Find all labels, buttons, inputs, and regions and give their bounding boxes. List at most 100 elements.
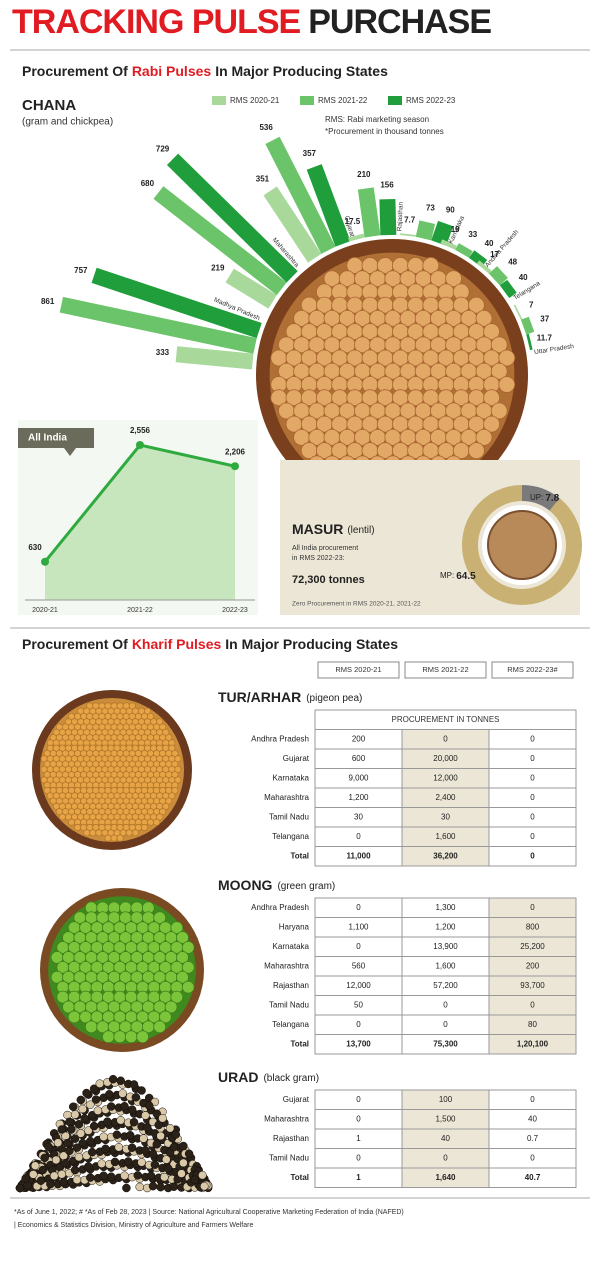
- seed: [164, 1000, 178, 1014]
- seed: [67, 1010, 81, 1024]
- segment-label: UP: 7.8: [530, 493, 560, 504]
- bar: [488, 266, 508, 286]
- seed: [176, 951, 189, 964]
- seed: [168, 792, 176, 800]
- seed: [169, 1142, 179, 1152]
- seed: [65, 1117, 74, 1127]
- seed: [38, 1165, 48, 1175]
- cell-value: 0: [356, 1020, 361, 1029]
- cell-value: 0: [356, 1153, 361, 1162]
- seed: [160, 1172, 169, 1182]
- table-title: URAD: [218, 1069, 258, 1085]
- seed: [67, 1125, 76, 1134]
- seed: [171, 760, 179, 768]
- value-label: 357: [303, 149, 317, 158]
- cell-value: 75,300: [433, 1039, 458, 1048]
- seed: [74, 1119, 84, 1129]
- bar: [348, 233, 365, 242]
- title-black: PURCHASE: [308, 3, 491, 41]
- seed: [152, 1109, 162, 1118]
- chart-note: All India procurement: [292, 545, 358, 552]
- seed: [84, 1126, 93, 1135]
- season-label: RMS 2021-22: [422, 665, 468, 674]
- seed: [169, 1182, 179, 1191]
- seed: [200, 1181, 209, 1191]
- x-tick-label: 2021-22: [127, 607, 153, 614]
- seed: [143, 1123, 152, 1132]
- value-label: 17.5: [345, 217, 361, 226]
- cell: [488, 1034, 577, 1055]
- seed: [89, 829, 97, 837]
- cell-value: 9,000: [348, 773, 369, 782]
- seed: [106, 1172, 116, 1181]
- seed: [146, 1171, 156, 1181]
- seed: [103, 1117, 112, 1126]
- row-label: Total: [290, 851, 309, 860]
- cell-value: 0: [530, 1153, 535, 1162]
- value-label: 73: [426, 204, 435, 213]
- bar: [431, 220, 454, 246]
- bar: [399, 233, 416, 237]
- seed: [21, 1174, 30, 1183]
- seed: [72, 1143, 82, 1152]
- legend-swatch: [388, 96, 402, 105]
- seed: [490, 362, 508, 380]
- value-label: 757: [74, 266, 88, 275]
- row-label: Tamil Nadu: [269, 1000, 309, 1009]
- seed: [146, 818, 155, 826]
- cell-value: 1,200: [348, 793, 369, 802]
- seed: [181, 960, 195, 974]
- cell-value: 50: [354, 1000, 363, 1009]
- bar: [357, 187, 381, 238]
- row-label: Karnataka: [273, 773, 310, 782]
- value-label: 630: [28, 543, 42, 552]
- cell-value: 100: [439, 1095, 453, 1104]
- seed: [65, 1146, 74, 1156]
- cell-value: 0: [530, 812, 535, 821]
- bar: [526, 333, 533, 351]
- seed: [74, 823, 82, 832]
- seed: [162, 728, 170, 736]
- seed: [141, 1145, 150, 1155]
- seed: [176, 931, 189, 944]
- cell-value: 0: [443, 734, 448, 743]
- seed: [83, 829, 91, 837]
- row-label: Rajasthan: [273, 981, 309, 990]
- seed: [156, 813, 164, 821]
- cell-value: 25,200: [520, 942, 545, 951]
- seed: [177, 1169, 186, 1178]
- segment-value: 7.8: [545, 493, 559, 504]
- seed: [78, 1138, 87, 1148]
- seed: [498, 349, 516, 367]
- table-subtitle: (pigeon pea): [306, 693, 362, 704]
- table-title-group: MOONG (green gram): [218, 877, 335, 893]
- cell-value: 0: [530, 734, 535, 743]
- cell-value: 30: [441, 812, 450, 821]
- bar: [166, 153, 298, 283]
- bar: [153, 186, 287, 296]
- seed: [152, 1140, 162, 1149]
- seed: [475, 309, 493, 327]
- seed: [110, 1157, 120, 1167]
- seed: [102, 1030, 115, 1044]
- row-label: Tamil Nadu: [269, 812, 309, 821]
- seed: [159, 723, 167, 731]
- season-label: RMS 2020-21: [335, 665, 381, 674]
- value-label: 40: [519, 273, 528, 282]
- seed: [146, 712, 155, 721]
- cell-value: 40: [528, 1114, 537, 1123]
- seed: [76, 1095, 86, 1105]
- cell-value: 36,200: [433, 851, 458, 860]
- cell-value: 0: [356, 1095, 361, 1104]
- cell-value: 0: [443, 1000, 448, 1009]
- seed: [490, 336, 508, 354]
- value-label: 48: [508, 258, 517, 267]
- seed: [156, 1131, 165, 1141]
- row-label: Andhra Pradesh: [251, 734, 309, 743]
- cell-value: 30: [354, 812, 363, 821]
- seed: [116, 1116, 125, 1125]
- seed: [93, 1106, 103, 1115]
- value-label: 210: [357, 170, 371, 179]
- bar: [263, 186, 322, 263]
- chart-title: All India: [28, 433, 67, 444]
